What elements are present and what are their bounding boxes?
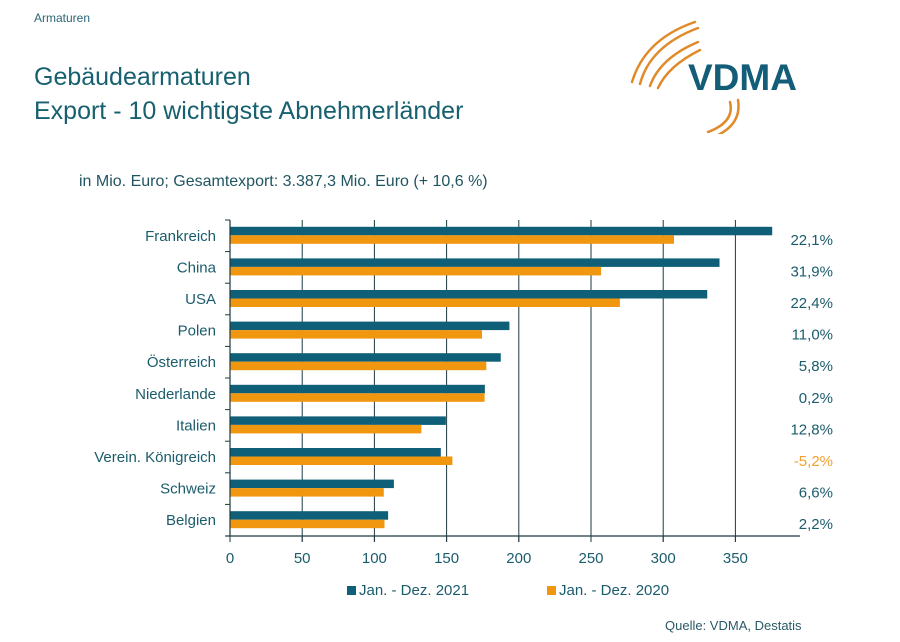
category-label: Verein. Königreich (94, 449, 216, 466)
chart-subtitle: in Mio. Euro; Gesamtexport: 3.387,3 Mio.… (79, 173, 488, 190)
x-tick-label-50: 50 (294, 550, 311, 567)
source-note: Quelle: VDMA, Destatis (665, 618, 802, 633)
category-label: Belgien (166, 512, 216, 529)
bar-2020-8 (230, 488, 384, 497)
bar-2020-1 (230, 266, 602, 276)
title-line-1: Gebäudearmaturen (34, 63, 251, 91)
legend-item-2020: Jan. - Dez. 2020 (547, 582, 669, 599)
bar-2021-0 (230, 226, 773, 236)
x-tick-label-350: 350 (723, 550, 748, 567)
title-line-2: Export - 10 wichtigste Abnehmerländer (34, 97, 464, 125)
bar-2021-7 (230, 448, 441, 457)
legend-label-2021: Jan. - Dez. 2021 (359, 582, 470, 599)
growth-label: 6,6% (799, 485, 833, 502)
bar-2021-1 (230, 258, 720, 267)
x-tick-label-100: 100 (362, 550, 387, 567)
legend-swatch-2021 (347, 586, 356, 595)
growth-label: 11,0% (792, 327, 833, 344)
x-tick-label-0: 0 (226, 550, 234, 567)
page-title: Gebäudearmaturen Export - 10 wichtigste … (34, 60, 463, 128)
category-label: Österreich (147, 353, 216, 371)
growth-label: -5,2% (794, 453, 833, 470)
bar-2020-9 (230, 519, 385, 529)
bar-2021-2 (230, 290, 708, 299)
x-tick-label-300: 300 (651, 550, 676, 567)
logo-text: VDMA (688, 57, 797, 98)
bar-2020-2 (230, 298, 620, 307)
bar-2020-7 (230, 456, 453, 465)
growth-label: 0,2% (799, 390, 833, 407)
legend-item-2021: Jan. - Dez. 2021 (347, 582, 469, 599)
logo-arcs-icon (630, 20, 740, 134)
bar-2021-5 (230, 384, 485, 394)
category-label: Niederlande (135, 386, 216, 403)
bar-2020-4 (230, 361, 487, 371)
x-tick-label-150: 150 (434, 550, 459, 567)
category-label: China (177, 259, 217, 276)
category-label: USA (185, 291, 216, 308)
bar-2021-9 (230, 511, 389, 520)
bar-2020-5 (230, 393, 485, 402)
bar-2021-6 (230, 416, 446, 425)
growth-label: 2,2% (799, 516, 833, 533)
bar-2021-3 (230, 321, 510, 331)
bar-2021-4 (230, 353, 501, 362)
bar-2020-6 (230, 424, 422, 434)
vdma-logo: VDMA (630, 20, 797, 134)
category-label: Schweiz (160, 481, 216, 498)
bar-2020-0 (230, 235, 675, 244)
growth-label: 12,8% (790, 421, 833, 438)
legend-label-2020: Jan. - Dez. 2020 (559, 582, 670, 599)
legend-swatch-2020 (547, 586, 556, 595)
growth-label: 31,9% (790, 263, 833, 280)
bar-2020-3 (230, 330, 482, 339)
bar-2021-8 (230, 479, 394, 489)
section-label: Armaturen (34, 11, 91, 25)
x-tick-label-250: 250 (578, 550, 603, 567)
category-label: Frankreich (145, 228, 216, 245)
category-label: Italien (176, 417, 216, 434)
growth-label: 22,4% (790, 295, 833, 312)
x-tick-label-200: 200 (506, 550, 531, 567)
growth-label: 22,1% (790, 232, 833, 249)
growth-label: 5,8% (799, 358, 833, 375)
category-label: Polen (178, 323, 216, 340)
